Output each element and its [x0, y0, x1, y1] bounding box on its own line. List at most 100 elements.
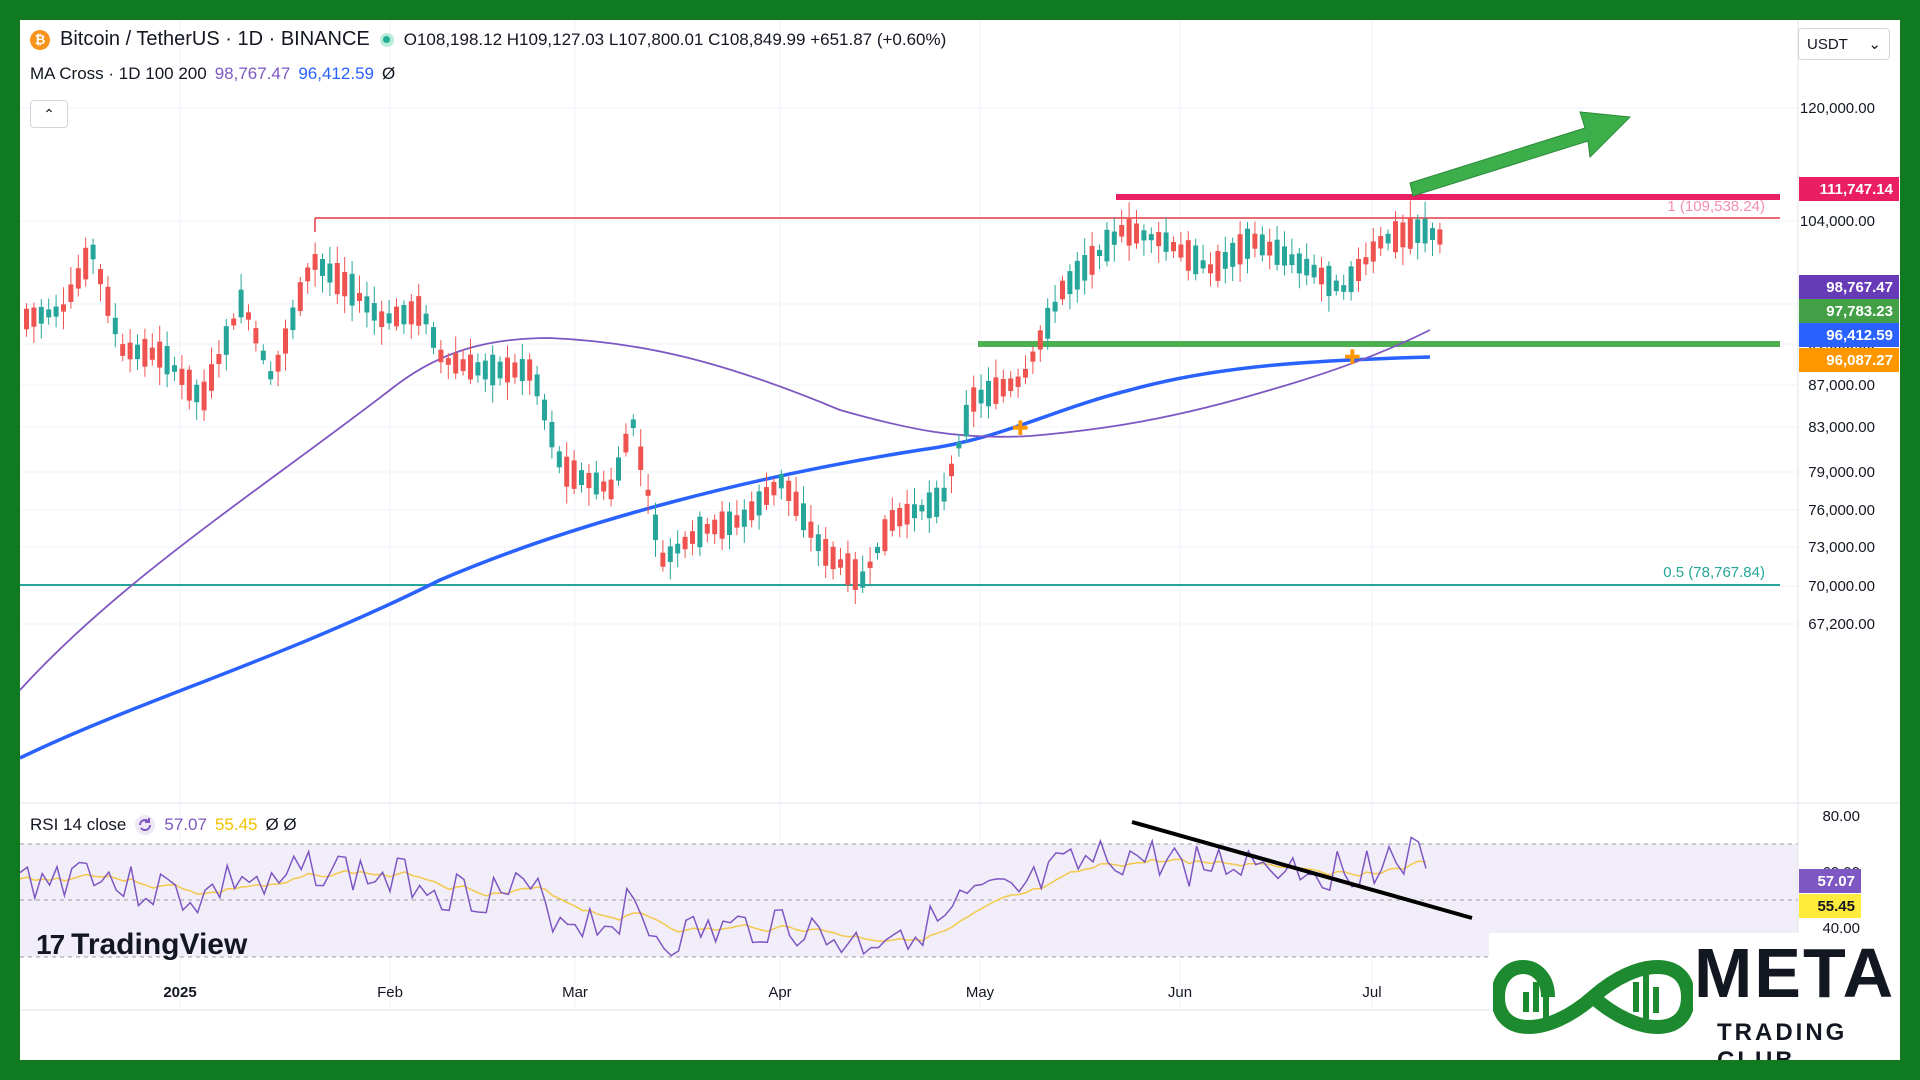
- candle-body: [127, 342, 133, 360]
- tradingview-logo[interactable]: 17 TradingView: [36, 928, 247, 962]
- candle-body: [519, 358, 525, 382]
- time-tick-label: Apr: [768, 984, 791, 1001]
- candle-body: [1230, 242, 1236, 267]
- rsi-legend[interactable]: RSI 14 close 57.07 55.45 Ø Ø: [30, 814, 297, 836]
- candle-body: [438, 349, 444, 363]
- price-tag: [1799, 177, 1899, 201]
- candle-body: [246, 312, 251, 320]
- candle-body: [793, 491, 799, 516]
- candle-body: [179, 368, 185, 385]
- collapse-legend-button[interactable]: ⌃: [30, 100, 68, 128]
- ohlc-values: O108,198.12 H109,127.03 L107,800.01 C108…: [403, 29, 947, 49]
- candle-body: [401, 304, 407, 325]
- candle-body: [475, 362, 481, 376]
- candle-body: [1156, 232, 1162, 247]
- candle-body: [1037, 330, 1043, 350]
- symbol-header[interactable]: ₿ Bitcoin / TetherUS · 1D · BINANCE O108…: [30, 28, 946, 51]
- time-axis[interactable]: 2025 Feb Mar Apr May Jun Jul: [163, 984, 1381, 1001]
- candle-body: [978, 389, 984, 404]
- rsi-ma-value: 55.45: [214, 815, 258, 834]
- candle-body: [712, 519, 718, 535]
- tradingview-wordmark: TradingView: [71, 928, 248, 961]
- candle-body: [867, 561, 873, 568]
- candle-body: [601, 481, 607, 492]
- candle-body: [1289, 254, 1295, 266]
- price-tag: [1799, 348, 1899, 372]
- candle-body: [24, 308, 29, 330]
- candle-body: [593, 472, 599, 495]
- rsi-tag: [1799, 869, 1861, 893]
- candle-body: [630, 419, 636, 429]
- candle-body: [1215, 250, 1221, 281]
- candle-body: [801, 503, 806, 531]
- candle-body: [1282, 246, 1287, 266]
- candle-body: [645, 489, 651, 496]
- candle-body: [1370, 241, 1376, 262]
- candle-body: [527, 359, 533, 381]
- candle-body: [667, 546, 673, 562]
- candle-body: [875, 546, 880, 554]
- candle-body: [1259, 234, 1265, 256]
- candle-body: [90, 244, 96, 260]
- chart-canvas[interactable]: 0.5 (78,767.84) 1 (109,538.24) ✚ ✚ 120,0…: [20, 20, 1900, 1060]
- refresh-icon[interactable]: [134, 814, 156, 836]
- candle-body: [889, 510, 895, 531]
- candle-body: [542, 399, 547, 421]
- candle-body: [490, 354, 496, 386]
- ma100-line: [20, 329, 1431, 691]
- candle-body: [882, 519, 888, 552]
- candle-body: [1148, 234, 1154, 241]
- candle-body: [53, 306, 59, 317]
- candle-body: [142, 338, 148, 367]
- candle-body: [1023, 368, 1028, 378]
- time-tick-label: Jun: [1168, 984, 1192, 1001]
- candle-body: [1407, 217, 1413, 249]
- candle-body: [223, 326, 229, 355]
- symbol-title[interactable]: Bitcoin / TetherUS · 1D · BINANCE: [60, 28, 370, 50]
- candle-body: [549, 422, 555, 448]
- rsi-ma-line: [20, 858, 1427, 942]
- candle-body: [1311, 264, 1317, 278]
- candle-body: [1319, 267, 1324, 285]
- candle-body: [1067, 271, 1073, 295]
- chart-frame: 0.5 (78,767.84) 1 (109,538.24) ✚ ✚ 120,0…: [20, 20, 1900, 1060]
- candle-body: [690, 531, 695, 544]
- price-tick-label: 87,000.00: [1808, 377, 1875, 394]
- candle-body: [623, 433, 629, 453]
- candle-body: [808, 521, 814, 538]
- candle-body: [1060, 280, 1065, 300]
- candle-body: [1296, 253, 1302, 274]
- price-tick-label: 73,000.00: [1808, 539, 1875, 556]
- candle-body: [963, 404, 969, 437]
- candle-body: [1045, 307, 1051, 339]
- rsi-divergence-line: [1131, 820, 1473, 920]
- candle-body: [1252, 233, 1258, 249]
- candle-body: [209, 364, 214, 391]
- rsi-title: RSI 14 close: [30, 815, 127, 834]
- candle-body: [327, 263, 333, 283]
- price-tags: 111,747.14 98,767.47 97,783.23 96,412.59 96,…: [1799, 177, 1899, 372]
- candle-body: [98, 269, 103, 285]
- chevron-up-icon: ⌃: [43, 105, 55, 122]
- candle-body: [253, 328, 259, 344]
- candle-body: [1126, 217, 1132, 246]
- candle-body: [164, 345, 170, 375]
- candle-body: [497, 361, 503, 379]
- candle-body: [1185, 240, 1191, 271]
- currency-selector[interactable]: USDT ⌄: [1798, 28, 1890, 60]
- ma200-line: [20, 355, 1431, 760]
- bitcoin-icon: ₿: [30, 29, 50, 50]
- candle-body: [1348, 266, 1354, 293]
- candle-body: [1030, 351, 1036, 362]
- candle-body: [1208, 264, 1213, 274]
- candle-body: [408, 301, 414, 325]
- ma-cross-legend[interactable]: MA Cross · 1D 100 200 98,767.47 96,412.59 Ø: [30, 64, 395, 84]
- fib-half-label: 0.5 (78,767.84): [1663, 564, 1765, 581]
- candle-body: [1097, 249, 1102, 257]
- price-tag: [1799, 323, 1899, 347]
- candle-body: [172, 365, 177, 372]
- candle-body: [268, 371, 274, 380]
- candle-body: [675, 543, 681, 554]
- candle-body: [283, 328, 288, 354]
- ma-cross-marker: ✚: [1344, 345, 1361, 369]
